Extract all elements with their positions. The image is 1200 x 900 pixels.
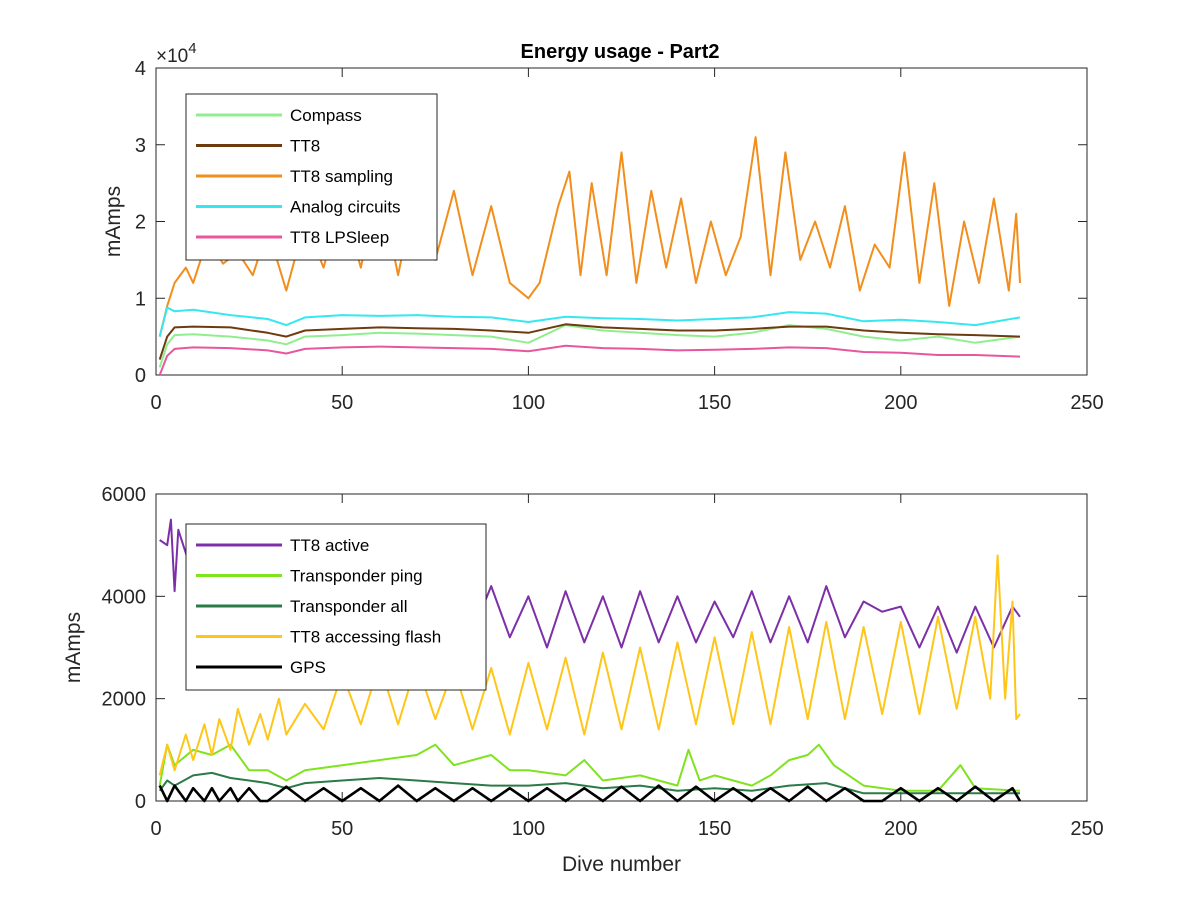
legend: Compass TT8 TT8 sampling Analog circuits TT8… <box>185 93 438 261</box>
legend-entry: GPS <box>290 658 326 677</box>
legend-entry: TT8 sampling <box>290 167 393 186</box>
y-tick-label: 0 <box>135 791 146 813</box>
legend-entry: TT8 LPSleep <box>290 228 389 247</box>
x-tick-label: 150 <box>698 818 731 840</box>
legend-entry: Analog circuits <box>290 198 401 217</box>
x-tick-label: 50 <box>331 392 353 414</box>
x-tick-label: 100 <box>512 392 545 414</box>
x-tick-label: 0 <box>150 392 161 414</box>
y-exponent-label: ×104 <box>156 40 197 67</box>
series-line-compass <box>158 324 1021 368</box>
y-tick-label: 0 <box>135 365 146 387</box>
y-tick-label: 4000 <box>102 586 147 608</box>
x-tick-label: 0 <box>150 818 161 840</box>
x-tick-label: 50 <box>331 818 353 840</box>
y-tick-label: 6000 <box>102 484 147 506</box>
legend-entry: TT8 <box>290 137 320 156</box>
y-tick-label: 2 <box>135 212 146 234</box>
legend-entry: Transponder all <box>290 597 408 616</box>
legend-entry: TT8 accessing flash <box>290 628 441 647</box>
legend: TT8 active Transponder ping Transponder al… <box>185 523 487 691</box>
y-axis-label: mAmps <box>102 186 125 257</box>
series-line-tt8-lpsleep <box>158 344 1021 376</box>
y-tick-label: 3 <box>135 135 146 157</box>
x-tick-label: 250 <box>1070 392 1103 414</box>
x-axis-label: Dive number <box>562 853 681 876</box>
y-tick-label: 1 <box>135 288 146 310</box>
y-tick-label: 4 <box>135 58 146 80</box>
series-line-gps <box>158 784 1022 803</box>
series-line-tt8 <box>158 323 1021 360</box>
y-tick-label: 2000 <box>102 689 147 711</box>
x-tick-label: 200 <box>884 818 917 840</box>
axes-bottom: 0 50 100 150 200 250 0 2000 4000 6000 mAmps Dive nu… <box>62 484 1104 876</box>
axes-top: 0 50 100 150 200 250 0 1 2 3 4 ×104 mAmps Compass TT8 T… <box>102 40 1104 414</box>
series-line-tt8-sampling <box>158 136 1021 337</box>
series-line-analog-circuits <box>158 306 1021 337</box>
series-line-transponder-ping <box>158 743 1021 792</box>
x-tick-label: 150 <box>698 392 731 414</box>
y-axis-label: mAmps <box>62 612 85 683</box>
chart-title: Energy usage - Part2 <box>521 41 720 63</box>
legend-entry: Transponder ping <box>290 567 423 586</box>
series-line-transponder-all <box>158 771 1020 795</box>
legend-entry: TT8 active <box>290 536 369 555</box>
legend-entry: Compass <box>290 106 362 125</box>
x-tick-label: 200 <box>884 392 917 414</box>
x-tick-label: 250 <box>1070 818 1103 840</box>
series-line-tt8-accessing-flash <box>158 554 1021 776</box>
x-tick-label: 100 <box>512 818 545 840</box>
